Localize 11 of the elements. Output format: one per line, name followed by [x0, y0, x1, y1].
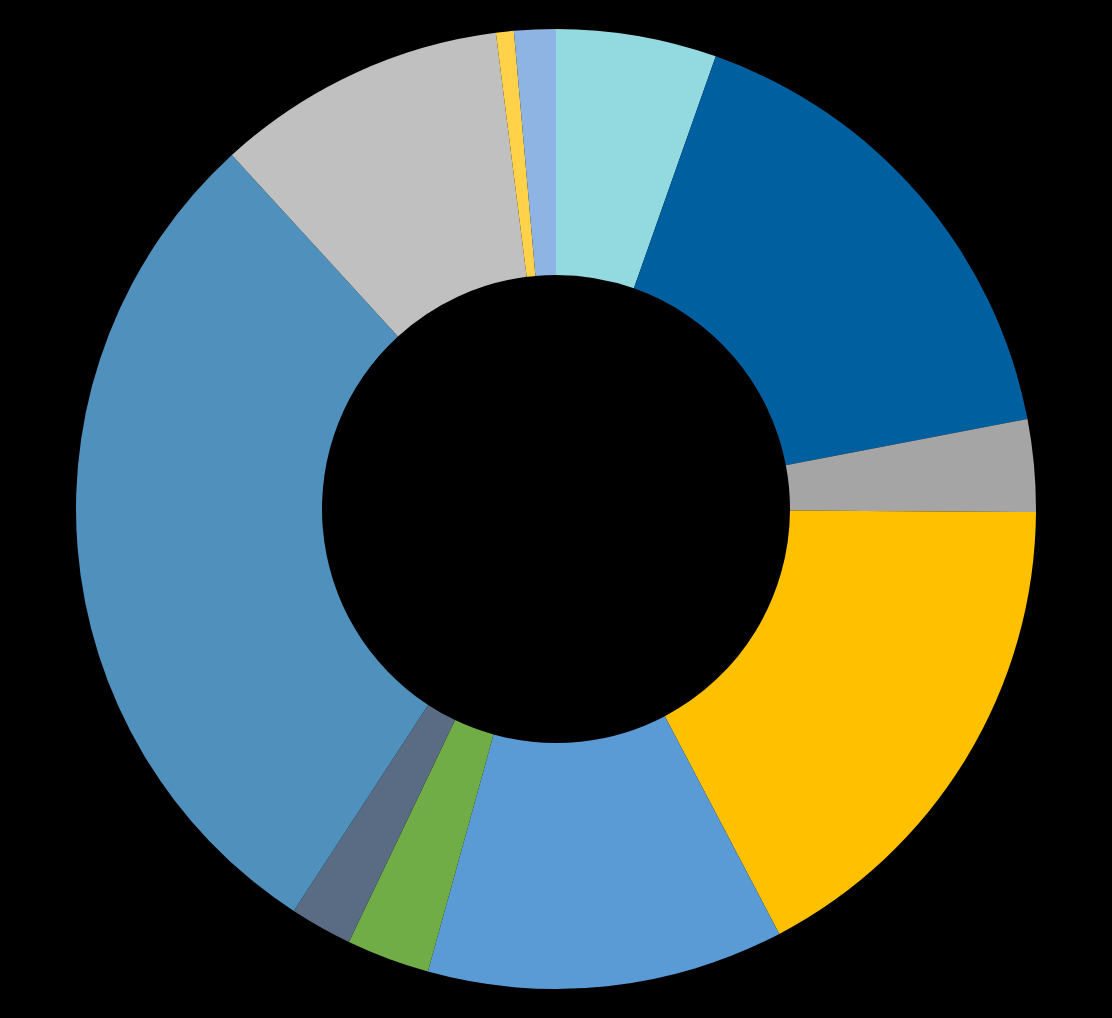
donut-slice — [633, 56, 1028, 466]
donut-slice — [556, 29, 716, 289]
donut-slice — [495, 30, 536, 277]
donut-slice — [785, 419, 1036, 513]
donut-slice — [427, 716, 780, 989]
donut-slice — [664, 510, 1036, 934]
donut-slice — [293, 704, 456, 943]
donut-slice — [76, 154, 429, 912]
donut-slice — [348, 720, 494, 972]
donut-slice — [513, 29, 556, 276]
donut-slice — [231, 32, 527, 337]
